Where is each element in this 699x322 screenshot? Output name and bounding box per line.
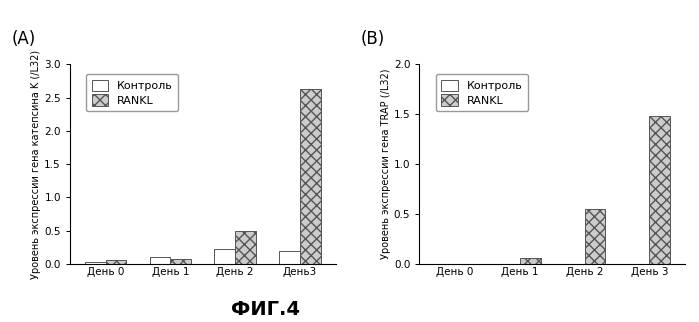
Bar [235,231,256,264]
Y-axis label: Уровень экспрессии гена TRAP (/L32): Уровень экспрессии гена TRAP (/L32) [381,69,391,260]
Bar [300,89,321,264]
Bar [150,257,171,264]
Text: (B): (B) [361,30,385,48]
Bar [279,251,300,264]
Bar [649,116,670,264]
Legend: Контроль, RANKL: Контроль, RANKL [435,74,528,111]
Bar [584,209,605,264]
Bar [215,250,235,264]
Bar [171,259,191,264]
Text: (A): (A) [11,30,36,48]
Bar [520,258,540,264]
Y-axis label: Уровень экспрессии гена катепсина K (/L32): Уровень экспрессии гена катепсина K (/L3… [31,50,41,279]
Bar [106,260,127,264]
Legend: Контроль, RANKL: Контроль, RANKL [86,74,178,111]
Bar [85,262,106,264]
Text: ФИГ.4: ФИГ.4 [231,300,300,319]
